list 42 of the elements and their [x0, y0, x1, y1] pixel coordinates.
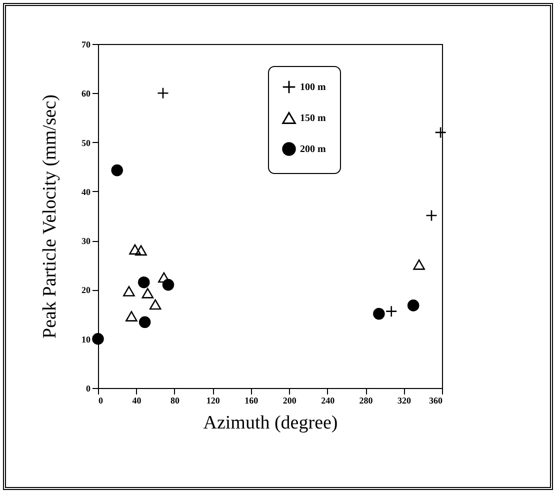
- point: [138, 276, 150, 288]
- x-tick-label: 120: [206, 396, 220, 406]
- x-tick-label: 360: [429, 396, 443, 406]
- point: [135, 245, 147, 256]
- point: [407, 300, 420, 312]
- x-axis-title: Azimuth (degree): [203, 412, 338, 434]
- x-tick-label: 40: [132, 396, 142, 406]
- y-tick-label: 0: [86, 384, 91, 394]
- point: [434, 126, 446, 138]
- x-tick-label: 0: [98, 396, 104, 406]
- point: [92, 332, 104, 345]
- y-tick-label: 20: [82, 285, 91, 296]
- y-tick-label: 60: [82, 88, 91, 99]
- x-tick-label: 240: [321, 396, 336, 406]
- y-tick-label: 70: [82, 40, 91, 50]
- point: [385, 305, 398, 318]
- point: [157, 87, 169, 100]
- y-axis-title: Peak Particle Velocity (mm/sec): [40, 94, 60, 338]
- legend-label: 150 m: [300, 113, 326, 124]
- point: [149, 299, 162, 310]
- point: [126, 311, 138, 322]
- point: [138, 316, 151, 328]
- point: [426, 210, 438, 222]
- y-tick-label: 30: [82, 236, 91, 246]
- point: [111, 164, 124, 176]
- point: [129, 244, 141, 255]
- x-tick-label: 80: [170, 396, 180, 406]
- x-tick-label: 280: [359, 396, 374, 406]
- x-tick-label: 320: [398, 396, 412, 406]
- point: [123, 286, 135, 296]
- point: [162, 278, 174, 291]
- point: [413, 259, 425, 270]
- point: [158, 272, 170, 283]
- point: [373, 308, 385, 320]
- legend-label: 100 m: [300, 82, 326, 93]
- y-tick-label: 40: [82, 186, 91, 197]
- y-tick-label: 10: [82, 334, 91, 344]
- x-tick-label: 200: [282, 396, 297, 406]
- point: [142, 288, 154, 298]
- x-tick-label: 160: [244, 396, 259, 406]
- y-tick-label: 50: [82, 138, 91, 148]
- legend-label: 200 m: [300, 144, 326, 155]
